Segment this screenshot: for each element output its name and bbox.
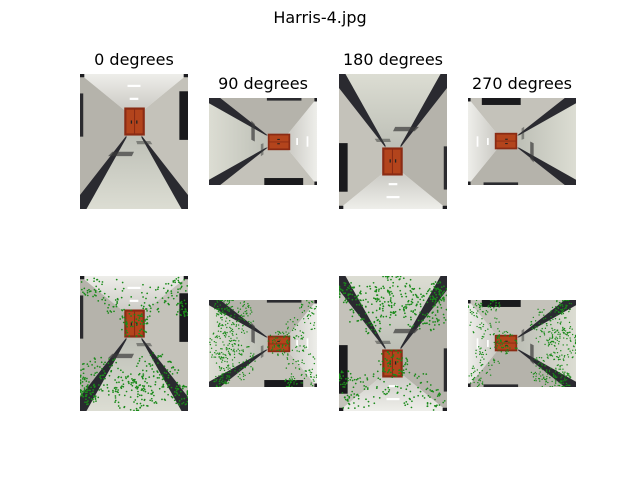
image-90-degrees — [209, 98, 317, 185]
image-180-degrees — [339, 74, 447, 209]
image-0-degrees — [80, 74, 188, 209]
keypoints-270-degrees — [468, 300, 576, 387]
keypoints-0-degrees — [80, 276, 188, 411]
panel-title-180: 180 degrees — [342, 50, 444, 69]
panel-title-90: 90 degrees — [218, 74, 308, 93]
panel-title-0: 0 degrees — [94, 50, 174, 69]
figure-title: Harris-4.jpg — [273, 8, 367, 27]
image-270-degrees — [468, 98, 576, 185]
panel-title-270: 270 degrees — [471, 74, 573, 93]
keypoints-180-degrees — [339, 276, 447, 411]
keypoints-90-degrees — [209, 300, 317, 387]
